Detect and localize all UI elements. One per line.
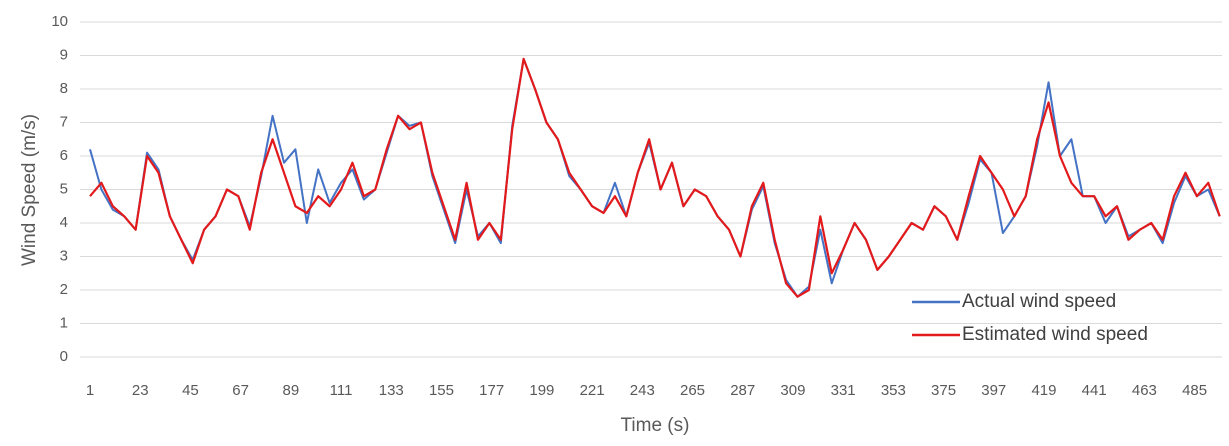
- legend-label: Estimated wind speed: [962, 324, 1148, 345]
- series-line: [89, 57, 1221, 298]
- x-tick-label: 265: [680, 382, 705, 399]
- y-tick-label: 1: [60, 314, 68, 331]
- x-tick-label: 45: [182, 382, 199, 399]
- x-tick-label: 287: [730, 382, 755, 399]
- y-tick-label: 5: [60, 180, 68, 197]
- x-tick-label: 375: [931, 382, 956, 399]
- y-tick-label: 0: [60, 348, 68, 365]
- legend-label: Actual wind speed: [962, 291, 1116, 312]
- x-tick-label: 331: [831, 382, 856, 399]
- x-tick-label: 177: [479, 382, 504, 399]
- y-tick-label: 3: [60, 247, 68, 264]
- x-tick-label: 243: [630, 382, 655, 399]
- y-tick-label: 8: [60, 80, 68, 97]
- x-axis-title: Time (s): [621, 415, 690, 436]
- x-tick-label: 441: [1082, 382, 1107, 399]
- y-tick-label: 10: [51, 13, 68, 30]
- x-tick-label: 155: [429, 382, 454, 399]
- x-tick-label: 23: [132, 382, 149, 399]
- x-tick-label: 1: [86, 382, 94, 399]
- y-tick-label: 4: [60, 214, 68, 231]
- x-tick-label: 419: [1031, 382, 1056, 399]
- x-tick-label: 221: [580, 382, 605, 399]
- x-tick-label: 89: [282, 382, 299, 399]
- x-tick-label: 67: [232, 382, 249, 399]
- y-tick-label: 7: [60, 113, 68, 130]
- y-tick-label: 2: [60, 281, 68, 298]
- x-tick-label: 463: [1132, 382, 1157, 399]
- x-tick-label: 199: [529, 382, 554, 399]
- y-tick-label: 9: [60, 46, 68, 63]
- x-tick-label: 309: [780, 382, 805, 399]
- y-axis-title: Wind Speed (m/s): [19, 114, 40, 266]
- x-tick-label: 485: [1182, 382, 1207, 399]
- x-tick-label: 397: [981, 382, 1006, 399]
- x-tick-label: 111: [330, 382, 353, 399]
- x-tick-label: 353: [881, 382, 906, 399]
- x-tick-label: 133: [379, 382, 404, 399]
- y-tick-label: 6: [60, 147, 68, 164]
